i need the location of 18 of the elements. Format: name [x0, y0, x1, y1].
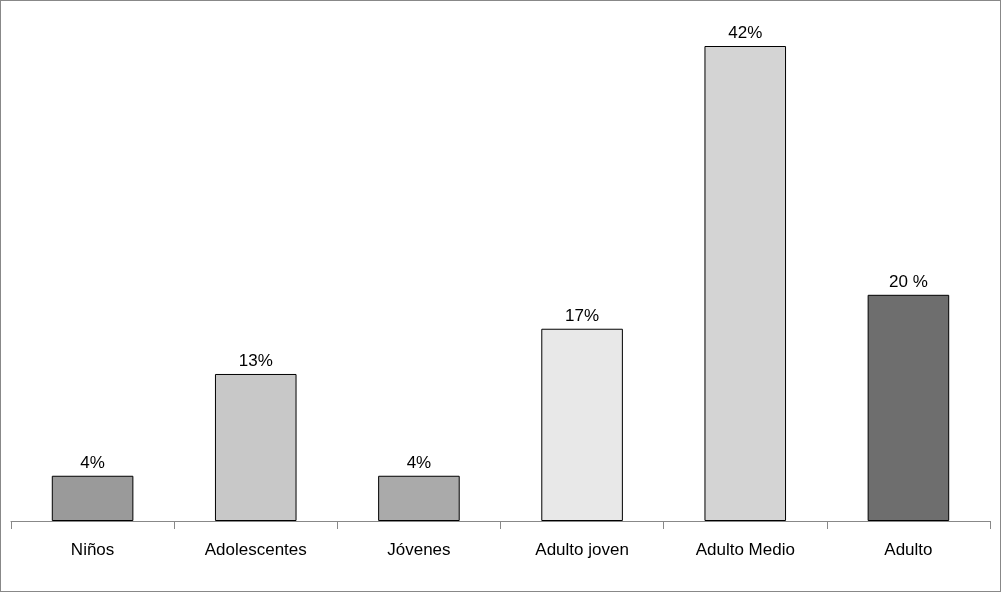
x-tick-label: Niños: [70, 540, 115, 559]
bar: [704, 46, 787, 521]
data-label: 42%: [728, 23, 763, 42]
bar: [51, 475, 134, 521]
data-label: 17%: [565, 305, 600, 325]
bar: [867, 294, 950, 521]
x-tick-label: Adolescentes: [204, 540, 307, 559]
x-tick-label: Adulto: [884, 540, 933, 559]
x-tick-label: Adulto Medio: [695, 540, 795, 559]
x-tick-label: Adulto joven: [535, 540, 629, 559]
data-label: 4%: [406, 452, 432, 472]
data-label: 4%: [80, 452, 105, 472]
bar: [378, 475, 460, 521]
x-tick-label: Jóvenes: [387, 540, 451, 559]
data-label: 13%: [238, 350, 273, 370]
bar: [541, 328, 623, 521]
bar: [214, 373, 297, 521]
data-label: 20 %: [889, 271, 928, 291]
